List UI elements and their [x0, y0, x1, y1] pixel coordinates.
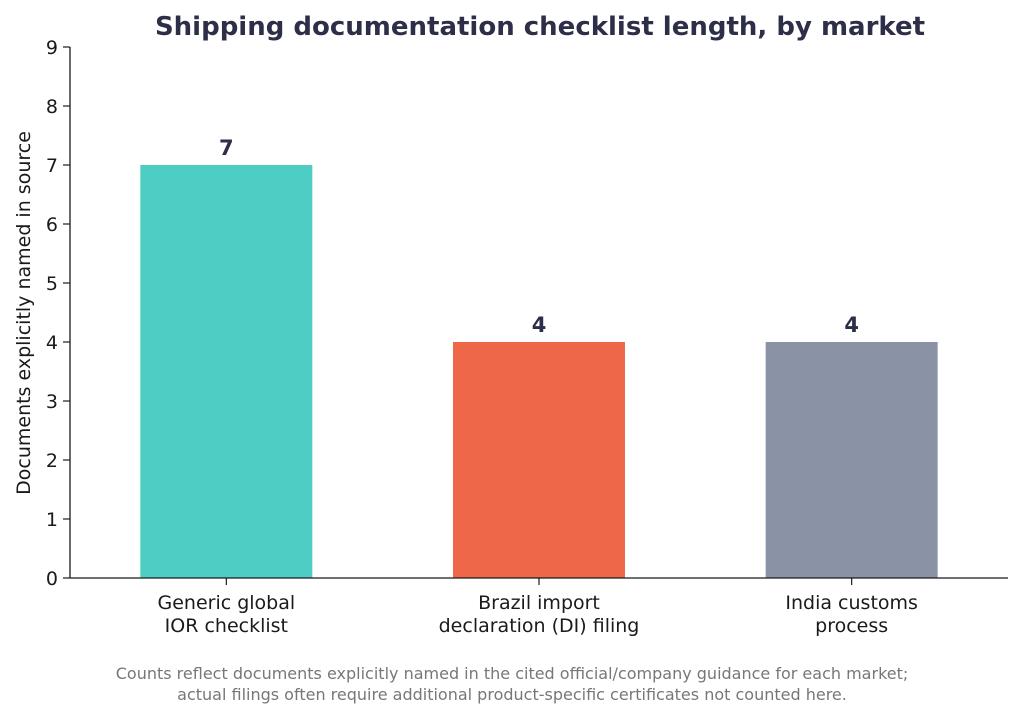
y-tick-label: 7	[46, 155, 58, 177]
bar	[453, 342, 625, 578]
data-label: 7	[219, 136, 234, 160]
y-axis: 0 1 2 3 4 5 6 7 8 9	[46, 37, 71, 590]
x-tick-label: Generic global	[157, 592, 295, 614]
x-tick-label: declaration (DI) filing	[439, 615, 640, 637]
y-tick-label: 8	[46, 96, 58, 118]
value-labels-group: 7 4 4	[219, 136, 859, 337]
y-tick-label: 6	[46, 214, 58, 236]
data-label: 4	[532, 313, 547, 337]
footnote-line-2: actual filings often require additional …	[177, 685, 847, 704]
x-tick-label: Brazil import	[478, 592, 600, 614]
y-tick-label: 1	[46, 509, 58, 531]
footnote: Counts reflect documents explicitly name…	[116, 664, 909, 704]
y-axis-label: Documents explicitly named in source	[13, 131, 35, 495]
chart-title: Shipping documentation checklist length,…	[155, 12, 925, 42]
y-tick-label: 4	[46, 332, 58, 354]
bars-group	[140, 165, 938, 578]
y-tick-label: 2	[46, 450, 58, 472]
bar	[140, 165, 313, 578]
bar	[765, 342, 938, 578]
y-tick-label: 0	[46, 568, 58, 590]
x-tick-label: IOR checklist	[165, 615, 288, 637]
x-tick-label: process	[815, 615, 888, 637]
y-tick-label: 5	[46, 273, 58, 295]
footnote-line-1: Counts reflect documents explicitly name…	[116, 664, 909, 683]
data-label: 4	[844, 313, 859, 337]
y-tick-label: 9	[46, 37, 58, 59]
y-tick-label: 3	[46, 391, 58, 413]
x-tick-label: India customs	[785, 592, 918, 614]
